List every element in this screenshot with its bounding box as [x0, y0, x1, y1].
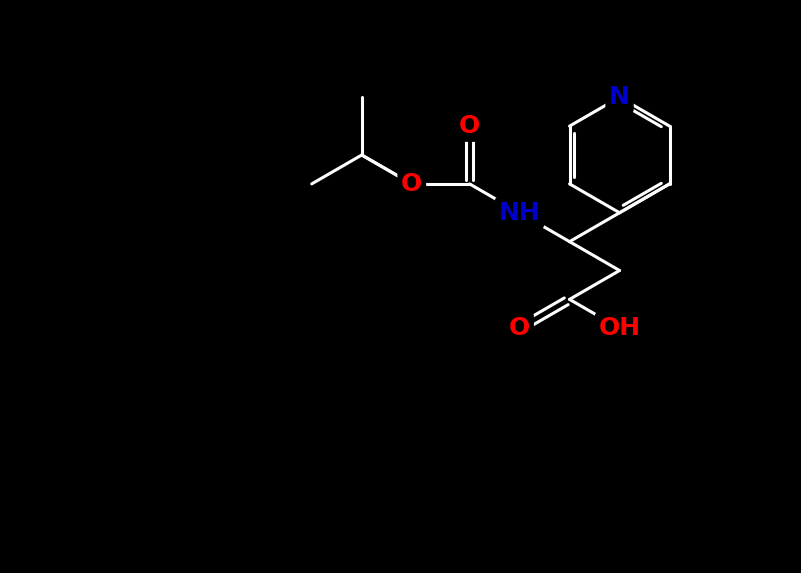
Text: OH: OH	[598, 316, 641, 340]
Text: NH: NH	[499, 201, 541, 225]
Text: O: O	[509, 316, 530, 340]
Text: O: O	[401, 172, 422, 196]
Text: N: N	[609, 85, 630, 109]
Text: O: O	[459, 114, 480, 138]
